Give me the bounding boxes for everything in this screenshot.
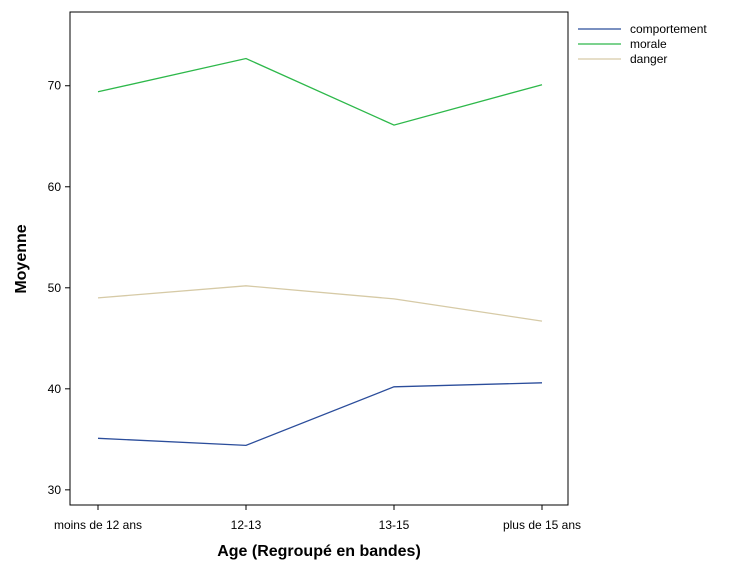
x-tick-label: 12-13 [231, 518, 262, 532]
series-line-danger [97, 285, 543, 322]
y-tick-label: 60 [48, 180, 62, 194]
plot-frame [69, 11, 569, 506]
y-tick-label: 50 [48, 281, 62, 295]
legend-label: danger [630, 52, 667, 66]
x-tick-label: moins de 12 ans [54, 518, 142, 532]
y-axis-title: Moyenne [13, 224, 30, 293]
series-line-comportement [97, 382, 543, 447]
series-line-morale [97, 57, 543, 126]
y-tick-label: 40 [48, 382, 62, 396]
x-tick-label: plus de 15 ans [503, 518, 581, 532]
y-axis: 30 40 50 60 70 [48, 79, 70, 497]
series-lines [97, 57, 543, 447]
y-tick-label: 30 [48, 483, 62, 497]
x-tick-label: 13-15 [379, 518, 410, 532]
y-tick-label: 70 [48, 79, 62, 93]
legend-label: morale [630, 37, 667, 51]
legend-label: comportement [630, 22, 707, 36]
x-axis: moins de 12 ans 12-13 13-15 plus de 15 ans [54, 505, 581, 532]
x-axis-title: Age (Regroupé en bandes) [217, 543, 421, 560]
